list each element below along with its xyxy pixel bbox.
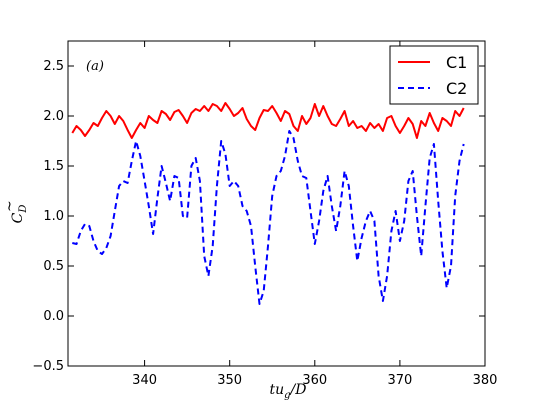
x-tick-label: 370 [387,373,412,388]
series-line-c2 [72,130,465,305]
x-tick-label: 380 [473,373,498,388]
legend-box [389,45,479,105]
y-tick-label: 2.0 [43,109,64,124]
legend: C1 C2 [389,45,479,105]
y-tick-label: 1.5 [43,159,64,174]
legend-label-c1: C1 [446,53,467,72]
y-tick-label: 2.5 [43,59,64,74]
legend-label-c2: C2 [446,79,467,98]
x-tick-label: 360 [302,373,327,388]
x-tick-label: 340 [132,373,157,388]
y-tick-label: −0.5 [32,359,64,374]
panel-label: (a) [86,59,104,74]
x-axis: 340 350 360 370 380 [132,41,497,388]
y-tick-label: 0.5 [43,259,64,274]
series-line-c1 [71,102,465,139]
y-tick-label: 0.0 [43,309,64,324]
y-axis: −0.5 0.0 0.5 1.0 1.5 2.0 2.5 [32,59,485,374]
y-axis-label-tilde: ~ [2,200,18,212]
y-tick-label: 1.0 [43,209,64,224]
x-axis-label: tug/D [269,382,306,401]
series-layer [71,102,465,305]
x-tick-label: 350 [217,373,242,388]
